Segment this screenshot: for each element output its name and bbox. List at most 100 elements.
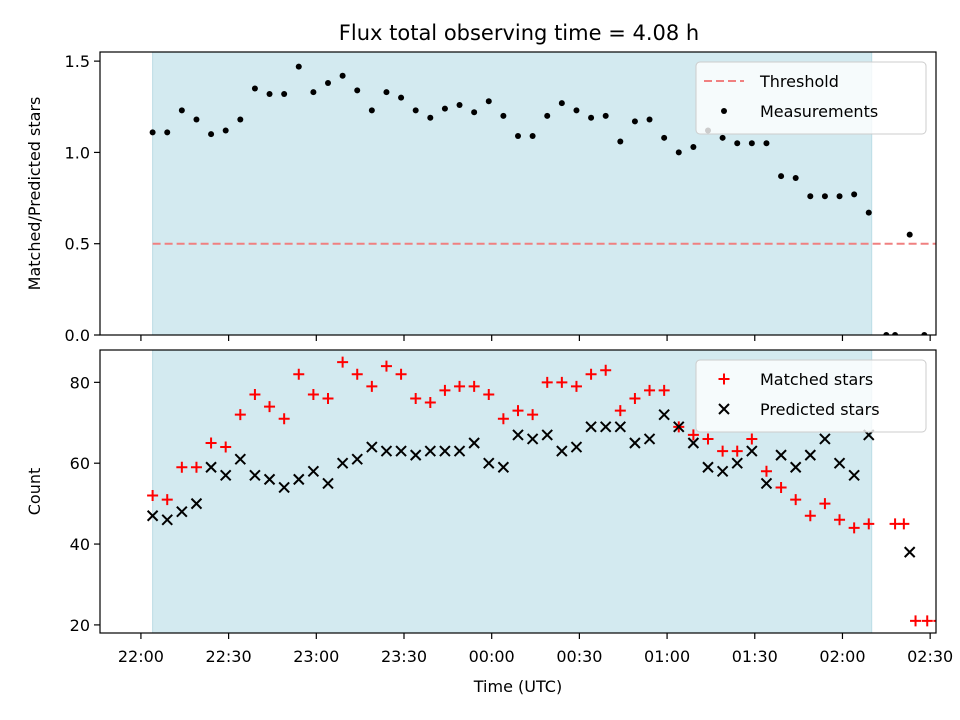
matched-point — [687, 429, 699, 441]
matched-point — [161, 494, 173, 506]
count-panel: 20 40 60 80 22:00 22:30 23:00 23:30 00:00 00:30 01… — [25, 349, 953, 696]
matched-point — [278, 413, 290, 425]
matched-point — [205, 437, 217, 449]
x-axis-label: Time (UTC) — [473, 677, 562, 696]
x-tick-label: 22:00 — [118, 647, 164, 666]
x-tick-label: 00:00 — [469, 647, 515, 666]
matched-point — [760, 465, 772, 477]
matched-point — [395, 368, 407, 380]
predicted-point — [205, 461, 217, 473]
measurement-point — [281, 90, 288, 97]
y-axis-label: Matched/Predicted stars — [25, 97, 44, 291]
predicted-point — [336, 457, 349, 469]
y-tick-label: 20 — [70, 616, 90, 635]
x-tick-label: 01:00 — [644, 647, 690, 666]
predicted-point — [541, 429, 553, 441]
predicted-point — [570, 441, 583, 453]
matched-point — [439, 384, 451, 396]
matched-point — [366, 380, 378, 392]
matched-point — [910, 615, 922, 627]
matched-point — [658, 384, 670, 396]
y-tick-label: 80 — [70, 373, 90, 392]
matched-point — [176, 461, 188, 473]
measurement-point — [573, 107, 580, 114]
measurement-point — [339, 72, 346, 79]
x-tick-label: 23:30 — [381, 647, 427, 666]
matched-point — [702, 433, 714, 445]
predicted-point — [804, 449, 817, 461]
matched-point — [483, 388, 495, 400]
measurement-point — [325, 80, 331, 87]
predicted-point — [746, 445, 758, 457]
predicted-point — [293, 473, 305, 486]
matched-point — [848, 522, 860, 534]
matched-point — [234, 409, 246, 421]
matched-point — [921, 615, 933, 627]
measurement-point — [441, 105, 448, 112]
matched-point — [220, 441, 232, 453]
predicted-point — [599, 421, 612, 433]
legend: Threshold Measurements — [695, 61, 927, 135]
matched-point — [933, 619, 936, 622]
matched-point — [293, 368, 305, 380]
matched-point — [454, 380, 466, 392]
x-tick-label: 02:30 — [907, 647, 953, 666]
predicted-point — [263, 473, 276, 486]
predicted-point — [219, 469, 232, 482]
predicted-point — [512, 429, 524, 441]
predicted-point — [687, 437, 700, 449]
predicted-point — [760, 477, 773, 490]
y-tick-label: 0.0 — [65, 326, 90, 345]
matched-point — [410, 393, 422, 405]
legend-box — [695, 61, 927, 135]
axes-frame — [99, 349, 937, 634]
predicted-point — [585, 421, 597, 433]
measurement-point — [719, 134, 726, 141]
matched-point — [570, 380, 582, 392]
predicted-point — [249, 469, 261, 482]
measurement-point — [778, 173, 785, 180]
predicted-point — [366, 441, 378, 453]
predicted-point — [731, 457, 743, 469]
measurement-point — [935, 334, 936, 335]
predicted-point — [716, 465, 729, 477]
measurement-point — [456, 101, 463, 108]
predicted-point — [468, 437, 480, 449]
matched-point — [731, 445, 743, 457]
matched-point — [629, 393, 641, 405]
measurement-point — [807, 193, 814, 200]
matched-point — [512, 405, 524, 417]
measurement-point — [865, 209, 872, 216]
measurement-point — [193, 116, 200, 123]
predicted-point — [409, 449, 422, 461]
measurement-point — [883, 332, 890, 335]
matched-point — [834, 514, 846, 526]
measurement-point — [851, 191, 858, 198]
matched-point — [264, 401, 276, 413]
matched-point — [322, 393, 334, 405]
x-tick-label: 22:30 — [206, 647, 252, 666]
measurement-point — [222, 127, 229, 134]
predicted-point — [556, 445, 568, 457]
measurement-point — [892, 332, 899, 335]
measurement-point — [485, 98, 492, 105]
predicted-point — [702, 461, 714, 473]
matched-point — [497, 413, 509, 425]
predicted-point — [629, 437, 641, 449]
matched-point — [337, 356, 349, 368]
matched-point — [775, 481, 787, 493]
measurement-point — [588, 114, 595, 121]
measurement-point — [383, 89, 390, 96]
legend-label: Measurements — [760, 102, 878, 121]
matched-point — [527, 409, 539, 421]
measurement-point — [149, 129, 156, 136]
matched-point — [585, 368, 597, 380]
y-tick-label: 1.5 — [65, 52, 90, 71]
matched-point — [790, 494, 802, 506]
matched-point — [307, 388, 319, 400]
measurement-point — [354, 87, 361, 94]
predicted-point — [395, 445, 407, 457]
legend-predicted-swatch — [718, 403, 730, 415]
measurement-point — [690, 143, 697, 150]
